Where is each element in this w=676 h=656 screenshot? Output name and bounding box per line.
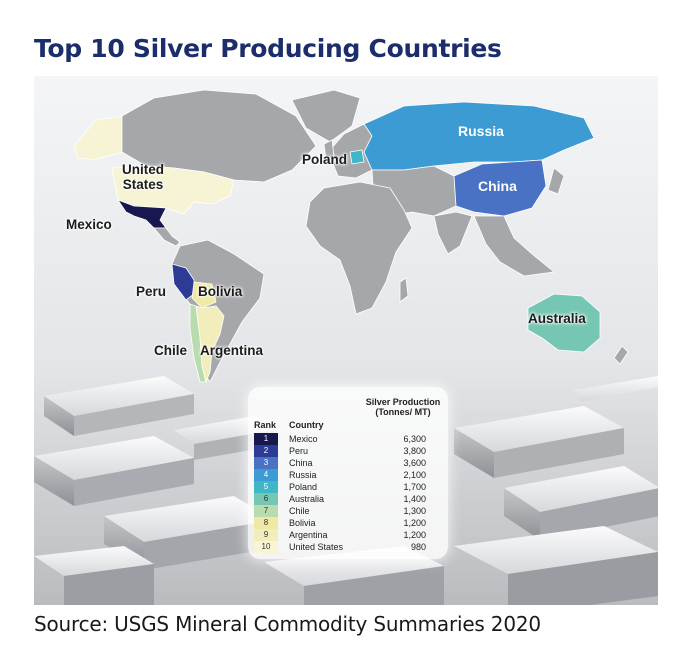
legend-row: 1 Mexico 6,300 [254, 433, 444, 445]
legend-rank-swatch: 8 [254, 517, 278, 529]
legend-production-value: 1,200 [403, 530, 426, 540]
map-label-poland: Poland [302, 152, 348, 167]
central-america [153, 227, 181, 247]
legend-rank-swatch: 3 [254, 457, 278, 469]
legend-rank-swatch: 10 [254, 541, 278, 553]
legend-country: Chile [289, 506, 310, 516]
legend-table: Silver Production (Tonnes/ MT) Rank Coun… [248, 387, 448, 559]
japan [547, 167, 565, 195]
india [433, 211, 473, 255]
map-label-australia: Australia [528, 311, 586, 326]
legend-rank-swatch: 4 [254, 469, 278, 481]
legend-header-rank: Rank [254, 420, 277, 430]
map-label-china: China [478, 178, 517, 194]
legend-country: China [289, 458, 313, 468]
legend-country: United States [289, 542, 344, 552]
map-label-argentina: Argentina [200, 343, 264, 358]
legend-rank-swatch: 9 [254, 529, 278, 541]
legend-rank-swatch: 2 [254, 445, 278, 457]
legend-rows: 1 Mexico 6,300 2 Peru 3,800 3 China 3,600 4 Russia… [254, 433, 444, 553]
legend-row: 3 China 3,600 [254, 457, 444, 469]
new-zealand [613, 345, 629, 365]
poland-region [349, 149, 365, 165]
legend-row: 5 Poland 1,700 [254, 481, 444, 493]
legend-country: Bolivia [289, 518, 316, 528]
legend-row: 10 United States 980 [254, 541, 444, 553]
legend-rank-swatch: 5 [254, 481, 278, 493]
source-caption: Source: USGS Mineral Commodity Summaries… [34, 612, 541, 636]
legend-country: Mexico [289, 434, 318, 444]
legend-row: 9 Argentina 1,200 [254, 529, 444, 541]
world-map [34, 76, 658, 605]
map-label-united-states: United States [122, 162, 164, 192]
legend-row: 7 Chile 1,300 [254, 505, 444, 517]
australia-region [527, 293, 601, 353]
legend-production-value: 1,300 [403, 506, 426, 516]
legend-production-value: 6,300 [403, 434, 426, 444]
legend-country: Australia [289, 494, 325, 504]
landmasses [73, 89, 629, 383]
china-region [453, 159, 547, 217]
map-label-bolivia: Bolivia [198, 284, 243, 299]
united-kingdom [323, 139, 335, 161]
legend-row: 8 Bolivia 1,200 [254, 517, 444, 529]
legend-production-value: 980 [410, 542, 426, 552]
madagascar [399, 277, 409, 303]
legend-production-value: 2,100 [403, 470, 426, 480]
page-title: Top 10 Silver Producing Countries [34, 34, 502, 63]
map-label-mexico: Mexico [66, 217, 112, 232]
legend-production-value: 1,200 [403, 518, 426, 528]
map-label-chile: Chile [154, 343, 188, 358]
legend-country: Peru [289, 446, 309, 456]
legend-country: Poland [289, 482, 318, 492]
map-label-peru: Peru [136, 284, 167, 299]
map-panel: Russia Poland China United States Mexico… [34, 76, 658, 605]
legend-production-value: 3,800 [403, 446, 426, 456]
legend-header-production: Silver Production (Tonnes/ MT) [365, 397, 441, 417]
southeast-asia [473, 215, 555, 277]
legend-rank-swatch: 7 [254, 505, 278, 517]
map-label-russia: Russia [458, 123, 504, 139]
legend-country: Russia [289, 470, 317, 480]
bolivia-region [191, 281, 217, 309]
legend-row: 4 Russia 2,100 [254, 469, 444, 481]
legend-country: Argentina [289, 530, 328, 540]
legend-production-value: 1,700 [403, 482, 426, 492]
legend-header-country: Country [289, 420, 324, 430]
legend-production-value: 3,600 [403, 458, 426, 468]
argentina-region [195, 305, 225, 383]
legend-row: 6 Australia 1,400 [254, 493, 444, 505]
legend-production-value: 1,400 [403, 494, 426, 504]
africa [305, 181, 413, 315]
legend-rank-swatch: 1 [254, 433, 278, 445]
legend-rank-swatch: 6 [254, 493, 278, 505]
legend-row: 2 Peru 3,800 [254, 445, 444, 457]
greenland [291, 89, 361, 143]
